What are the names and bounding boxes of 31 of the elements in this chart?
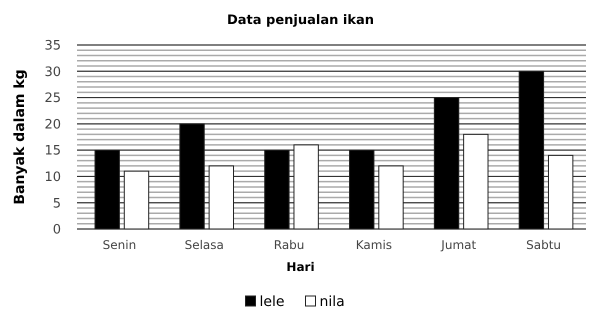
bar: [264, 150, 290, 230]
bar: [434, 97, 460, 230]
bar: [548, 154, 574, 230]
bar: [293, 144, 319, 230]
bar: [208, 165, 234, 230]
bar: [518, 70, 544, 230]
x-tick-label: Kamis: [356, 238, 392, 252]
x-tick-label: Jumat: [440, 238, 476, 252]
x-tick-label: Senin: [102, 238, 136, 252]
y-tick-label: 0: [52, 222, 61, 238]
x-tick-label: Sabtu: [526, 238, 562, 252]
y-tick-label: 25: [44, 91, 61, 106]
chart-title: Data penjualan ikan: [226, 13, 374, 28]
bar: [463, 134, 489, 230]
x-tick-label: Selasa: [184, 238, 224, 252]
x-axis-title: Hari: [286, 260, 315, 274]
legend-label: lele: [260, 294, 285, 310]
y-tick-label: 10: [44, 170, 61, 185]
y-tick-label: 30: [44, 64, 61, 80]
bar: [124, 170, 150, 230]
y-tick-label: 20: [44, 117, 61, 132]
y-tick-label: 15: [44, 144, 61, 159]
y-tick-label: 35: [44, 38, 61, 54]
legend-label: nila: [320, 294, 345, 310]
y-tick-label: 5: [52, 196, 61, 212]
bar: [349, 150, 374, 230]
x-tick-label: Rabu: [274, 238, 304, 252]
y-axis-title: Banyak dalam kg: [12, 69, 28, 205]
bar: [179, 123, 205, 230]
bar: [94, 150, 120, 230]
bar: [378, 165, 404, 230]
